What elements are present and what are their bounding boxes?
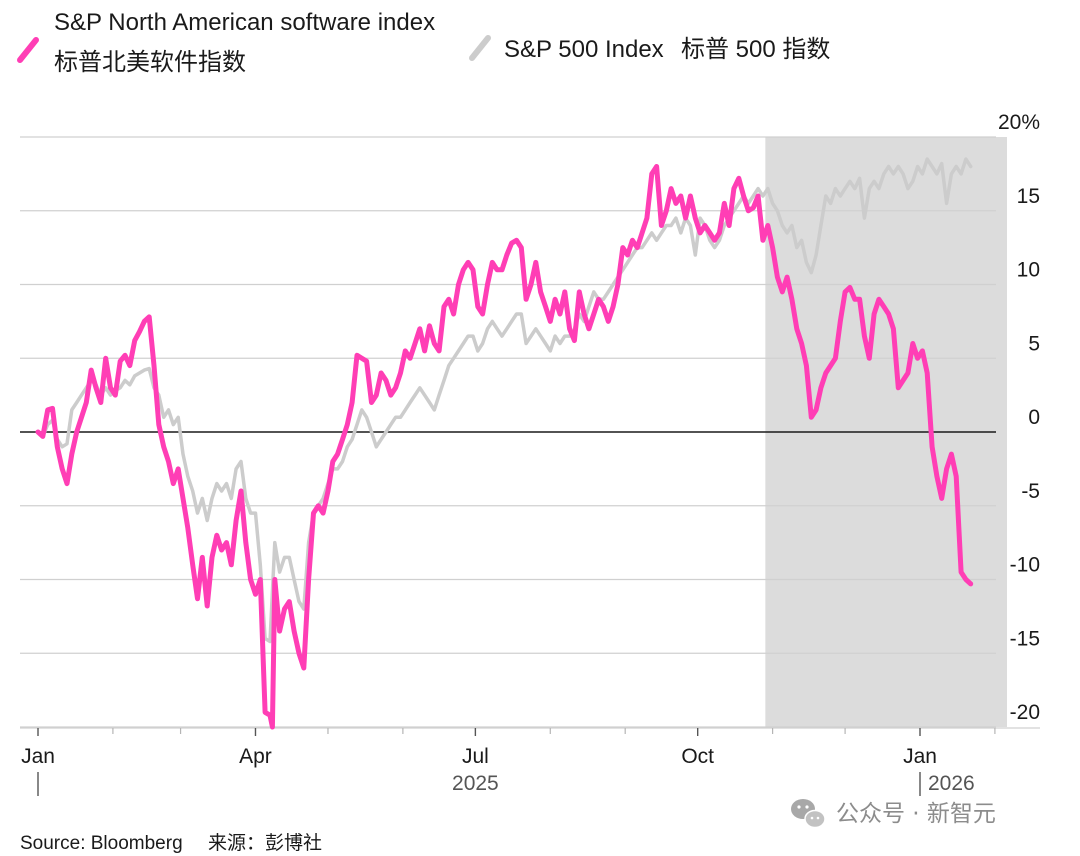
y-gridlines [20, 136, 996, 728]
source-note: Source: Bloomberg 来源：彭博社 [20, 832, 322, 854]
legend-label-sp500-cn: 标普 500 指数 [681, 36, 830, 63]
y-tick-label: 15 [1017, 185, 1040, 208]
wechat-icon [791, 799, 826, 829]
legend-swatch-sp500 [469, 35, 491, 61]
series-lines [35, 157, 974, 730]
series-line-sp500 [36, 157, 973, 644]
y-axis-labels: 20% 15 10 5 0 -5 -10 -15 -20 [998, 111, 1040, 724]
x-tick-label: Jan [21, 745, 55, 768]
y-tick-label: -10 [1010, 554, 1040, 577]
legend: S&P North American software index 标普北美软件… [17, 9, 830, 76]
year-label: 2026 [928, 772, 975, 795]
x-axis: Jan Apr Jul Oct Jan 2025 2026 [20, 727, 1040, 796]
y-tick-label: 5 [1028, 332, 1040, 355]
x-tick-label: Jul [462, 745, 489, 768]
x-tick-label: Oct [681, 745, 714, 768]
legend-label-sp500: S&P 500 Index [504, 36, 664, 63]
series-line-software [35, 164, 974, 730]
watermark: 公众号 · 新智元 [791, 799, 996, 829]
x-tick-label: Jan [903, 745, 937, 768]
legend-label-software-cn: 标普北美软件指数 [54, 49, 246, 76]
legend-swatch-software [17, 37, 39, 63]
source-label: Source: Bloomberg [20, 833, 183, 854]
y-tick-label: 20% [998, 111, 1040, 134]
watermark-label: 公众号 · 新智元 [836, 801, 996, 827]
source-label-cn: 来源：彭博社 [208, 832, 322, 854]
year-label: 2025 [452, 772, 499, 795]
y-tick-label: -5 [1021, 480, 1040, 503]
y-tick-label: 0 [1028, 406, 1040, 429]
y-tick-label: -20 [1010, 701, 1040, 724]
x-tick-label: Apr [239, 745, 272, 768]
y-tick-label: 10 [1017, 259, 1040, 282]
legend-label-software: S&P North American software index [54, 9, 435, 36]
legend-item-sp500: S&P 500 Index 标普 500 指数 [469, 35, 830, 63]
y-tick-label: -15 [1010, 627, 1040, 650]
legend-item-software: S&P North American software index 标普北美软件… [17, 9, 435, 76]
